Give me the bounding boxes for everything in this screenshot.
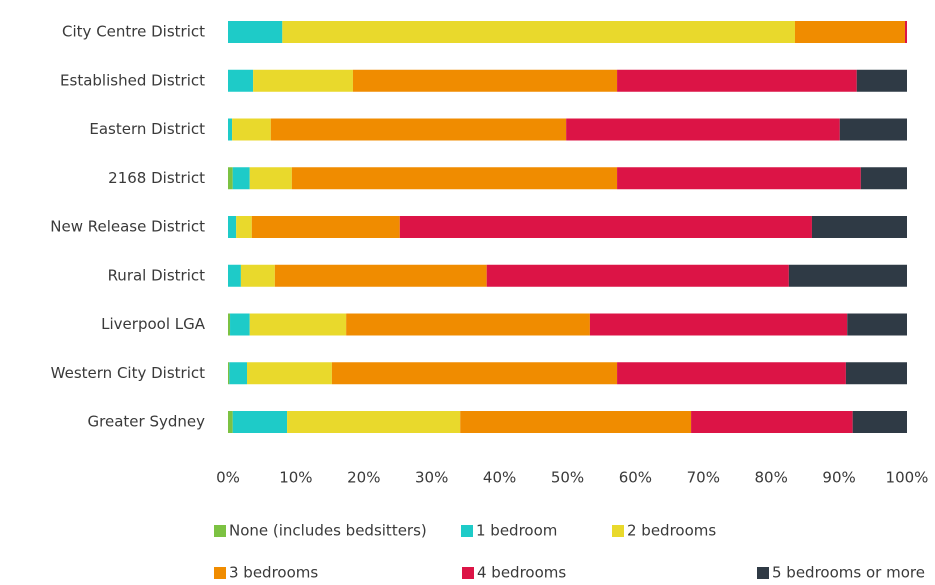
y-tick-label: New Release District: [50, 218, 205, 236]
bar-segment: [352, 69, 618, 92]
bar-segment: [228, 264, 241, 287]
bar-segment: [287, 411, 461, 433]
bar-segment: [228, 216, 237, 238]
legend-swatch: [462, 567, 474, 579]
bar-segment: [274, 264, 487, 287]
x-tick-label: 30%: [415, 469, 448, 487]
bar-segment: [240, 264, 275, 287]
bar-segment: [249, 313, 347, 336]
bar-segment: [794, 21, 905, 43]
bar-segment: [788, 264, 907, 287]
bar-segment: [230, 313, 250, 336]
bar-segment: [228, 69, 254, 92]
bar-segment: [228, 362, 230, 385]
x-tick-label: 20%: [347, 469, 380, 487]
legend-label: 5 bedrooms or more: [772, 564, 925, 582]
legend-label: 1 bedroom: [476, 522, 557, 540]
bar-segment: [228, 118, 233, 141]
bar-segment: [232, 411, 288, 433]
legend-label: 4 bedrooms: [477, 564, 566, 582]
bar-segment: [282, 21, 795, 43]
legend-label: None (includes bedsitters): [229, 522, 427, 540]
y-tick-label: Eastern District: [89, 120, 205, 138]
bar-segment: [617, 167, 861, 190]
bar-segment: [486, 264, 789, 287]
x-tick-label: 0%: [216, 469, 240, 487]
y-tick-label: City Centre District: [62, 23, 205, 41]
legend-swatch: [214, 525, 226, 537]
bar-segment: [617, 362, 846, 385]
bar-segment: [228, 313, 231, 336]
bar-segment: [589, 313, 848, 336]
legend-swatch: [757, 567, 769, 579]
legend-label: 2 bedrooms: [627, 522, 716, 540]
x-tick-label: 50%: [551, 469, 584, 487]
bar-segment: [860, 167, 907, 190]
bar-segment: [904, 21, 907, 43]
bar-segment: [228, 411, 233, 433]
bar-segment: [399, 216, 812, 238]
x-tick-label: 90%: [822, 469, 855, 487]
bar-segment: [460, 411, 692, 433]
bar-segment: [251, 216, 400, 238]
legend-swatch: [214, 567, 226, 579]
y-tick-label: 2168 District: [108, 169, 205, 187]
bar-segment: [232, 118, 271, 141]
bar-segment: [331, 362, 618, 385]
bar-segment: [691, 411, 853, 433]
bar-segment: [232, 167, 250, 190]
bar-segment: [617, 69, 857, 92]
bar-segment: [236, 216, 252, 238]
legend-label: 3 bedrooms: [229, 564, 318, 582]
legend-swatch: [461, 525, 473, 537]
x-tick-label: 40%: [483, 469, 516, 487]
x-tick-label: 10%: [279, 469, 312, 487]
x-tick-label: 60%: [619, 469, 652, 487]
bar-segment: [845, 362, 907, 385]
y-tick-label: Western City District: [51, 364, 205, 382]
x-tick-label: 80%: [755, 469, 788, 487]
bar-segment: [847, 313, 907, 336]
bar-segment: [566, 118, 840, 141]
bar-segment: [228, 167, 233, 190]
bar-segment: [228, 21, 283, 43]
bar-segment: [346, 313, 590, 336]
y-tick-label: Rural District: [108, 266, 206, 284]
bar-segment: [291, 167, 618, 190]
bar-segment: [247, 362, 332, 385]
y-tick-label: Liverpool LGA: [101, 315, 206, 333]
y-tick-label: Greater Sydney: [88, 413, 206, 431]
x-tick-label: 100%: [886, 469, 929, 487]
bar-segment: [856, 69, 907, 92]
bar-segment: [839, 118, 907, 141]
bar-segment: [270, 118, 567, 141]
y-tick-label: Established District: [60, 71, 205, 89]
bar-segment: [253, 69, 353, 92]
legend-swatch: [612, 525, 624, 537]
x-tick-label: 70%: [687, 469, 720, 487]
bar-segment: [249, 167, 292, 190]
bar-segment: [811, 216, 907, 238]
bar-segment: [852, 411, 907, 433]
bar-segment: [229, 362, 248, 385]
